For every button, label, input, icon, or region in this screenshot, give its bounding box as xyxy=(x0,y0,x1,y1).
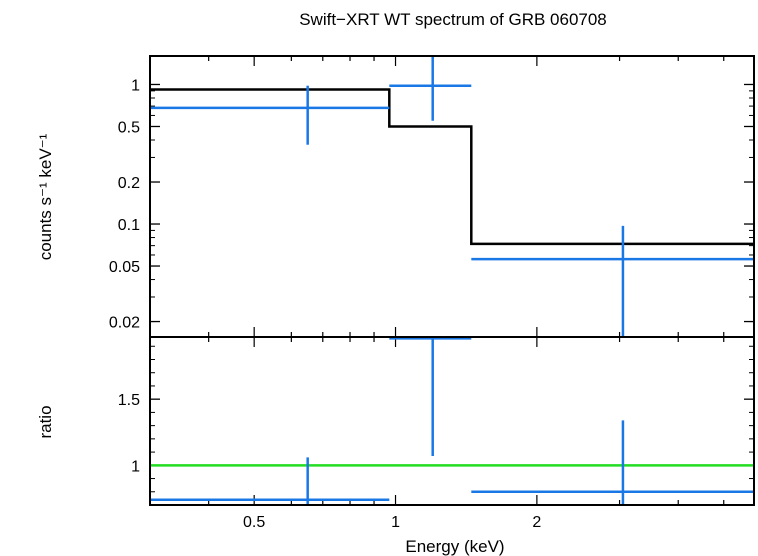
spectrum-y-tick-label: 0.02 xyxy=(109,315,140,332)
spectrum-y-tick-label: 1 xyxy=(131,77,140,94)
ratio-y-tick-label: 1.5 xyxy=(118,392,140,409)
ratio-panel-frame xyxy=(149,336,755,506)
x-tick-label: 1 xyxy=(391,514,400,531)
spectrum-y-tick-label: 0.5 xyxy=(118,119,140,136)
y-axis-label-spectrum: counts s⁻¹ keV⁻¹ xyxy=(36,133,55,260)
spectrum-y-tick-label: 0.2 xyxy=(118,175,140,192)
x-tick-label: 2 xyxy=(532,514,541,531)
chart-title: Swift−XRT WT spectrum of GRB 060708 xyxy=(299,10,607,29)
x-tick-label: 0.5 xyxy=(243,514,265,531)
spectrum-y-tick-label: 0.05 xyxy=(109,259,140,276)
spectrum-panel-border xyxy=(149,55,755,338)
y-axis-label-ratio: ratio xyxy=(36,405,55,438)
ratio-y-tick-label: 1 xyxy=(131,458,140,475)
ratio-panel-border xyxy=(149,336,755,506)
spectrum-y-tick-label: 0.1 xyxy=(118,217,140,234)
spectrum-panel-frame xyxy=(149,55,755,338)
plot-layer: 1 0.5 0.2 0.1 0.05 0.02 1.5 1 0.5 1 2 xyxy=(109,55,755,531)
x-axis-label: Energy (keV) xyxy=(405,537,504,556)
spectrum-model-step xyxy=(150,88,754,246)
